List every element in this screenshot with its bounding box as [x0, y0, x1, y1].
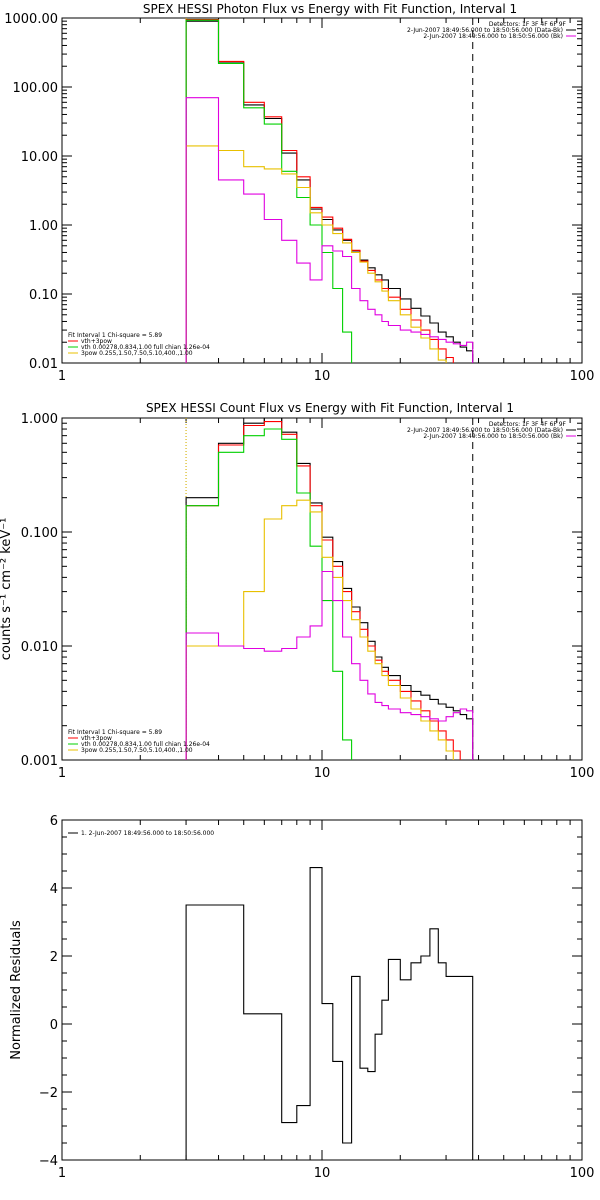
series-3pow-line	[185, 499, 454, 760]
legend-entry: vth 0.00278,0.834,1.00 full chian 1.26e-…	[81, 344, 210, 351]
legend-entry: Fit Interval 1 Chi-square = 5.89	[68, 729, 162, 736]
count-y-axis-label: counts s⁻¹ cm⁻² keV⁻¹	[0, 518, 14, 661]
legend-entry: 2-Jun-2007 18:49:56.000 to 18:50:56.000 …	[423, 33, 563, 40]
x-tick-label: 100	[570, 369, 595, 384]
series-vth-3pow-line	[185, 421, 461, 760]
legend-entry: vth+3pow	[81, 338, 112, 345]
residuals-panel: Normalized Residuals 1 10 100 −4 −2 0 2 4 6 1. 2-…	[9, 814, 594, 1181]
series-3pow-line	[185, 145, 447, 363]
y-tick-label: 10.00	[21, 150, 58, 165]
legend-entry: 1. 2-Jun-2007 18:49:56.000 to 18:50:56.0…	[81, 830, 214, 837]
series-bk-line	[185, 570, 474, 760]
x-tick-label: 1	[58, 1166, 66, 1181]
y-tick-label: 0.01	[29, 357, 58, 372]
legend-entry: 2-Jun-2007 18:49:56.000 to 18:50:56.000 …	[407, 427, 563, 434]
series-vth-line	[185, 428, 353, 760]
legend-entry: 3pow 0.255,1.50,7.50,5.10,400.,1.00	[81, 350, 193, 357]
y-tick-label: 100.00	[13, 81, 59, 96]
count-chart-title: SPEX HESSI Count Flux vs Energy with Fit…	[146, 401, 514, 415]
y-tick-label: −4	[39, 1154, 58, 1169]
y-tick-label: 1.000	[21, 412, 58, 427]
y-tick-label: 0.100	[21, 526, 58, 541]
series-vth-line	[185, 19, 353, 363]
x-tick-label: 1	[58, 766, 66, 781]
x-tick-label: 10	[314, 369, 331, 384]
x-tick-label: 1	[58, 369, 66, 384]
legend-entry: 2-Jun-2007 18:49:56.000 to 18:50:56.000 …	[407, 27, 563, 34]
x-tick-label: 10	[314, 1166, 331, 1181]
count-flux-panel: SPEX HESSI Count Flux vs Energy with Fit…	[0, 401, 594, 781]
photon-plot-frame	[61, 17, 583, 364]
y-tick-label: 2	[50, 950, 58, 965]
legend-entry: 2-Jun-2007 18:49:56.000 to 18:50:56.000 …	[423, 433, 563, 440]
series-bk-line	[185, 97, 474, 363]
series-data-bk-line	[185, 20, 474, 363]
x-tick-label: 10	[314, 766, 331, 781]
y-tick-label: 0.010	[21, 640, 58, 655]
y-tick-label: 4	[50, 882, 58, 897]
x-tick-label: 100	[570, 1166, 595, 1181]
y-tick-label: 0.10	[29, 288, 58, 303]
legend-entry: Fit Interval 1 Chi-square = 5.89	[68, 332, 162, 339]
x-tick-label: 100	[570, 766, 595, 781]
photon-plot-area	[185, 18, 474, 363]
y-tick-label: −2	[39, 1086, 58, 1101]
y-tick-label: 0	[50, 1018, 58, 1033]
series-vth-3pow-line	[185, 18, 454, 363]
count-plot-area	[185, 418, 474, 760]
y-tick-label: 1.00	[29, 219, 58, 234]
y-tick-label: 1000.00	[4, 12, 58, 27]
legend-entry: vth 0.00278,0.834,1.00 full chian 1.26e-…	[81, 741, 210, 748]
photon-flux-panel: SPEX HESSI Photon Flux vs Energy with Fi…	[4, 2, 594, 384]
photon-chart-title: SPEX HESSI Photon Flux vs Energy with Fi…	[143, 2, 517, 16]
residuals-y-axis-label: Normalized Residuals	[9, 920, 24, 1060]
series-1--line	[185, 867, 474, 1160]
y-tick-label: 0.001	[21, 754, 58, 769]
y-tick-label: 6	[50, 814, 58, 829]
legend-entry: vth+3pow	[81, 735, 112, 742]
legend-entry: 3pow 0.255,1.50,7.50,5.10,400.,1.00	[81, 747, 193, 754]
legend-entry: Detectors: 1F 3F 4F 6F 9F	[489, 21, 567, 28]
legend-entry: Detectors: 1F 3F 4F 6F 9F	[489, 421, 567, 428]
resid-plot-area	[185, 867, 474, 1160]
